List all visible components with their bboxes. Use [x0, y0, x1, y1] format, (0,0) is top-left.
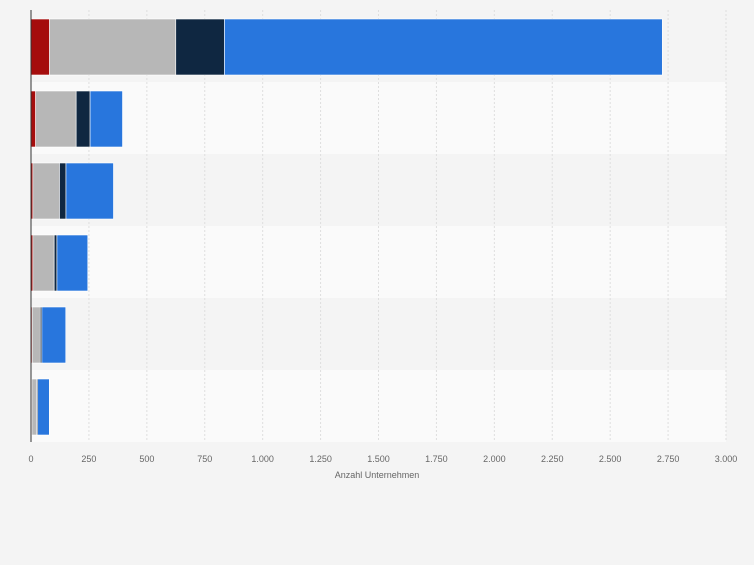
- x-tick-label: 500: [139, 454, 154, 464]
- x-tick-label: 750: [197, 454, 212, 464]
- bar-segment: [56, 234, 89, 292]
- bar-segment: [41, 306, 67, 364]
- bar-segment: [30, 18, 50, 76]
- x-tick-label: 2.750: [657, 454, 680, 464]
- x-tick-label: 1.750: [425, 454, 448, 464]
- x-axis-label: Anzahl Unternehmen: [335, 470, 420, 480]
- bar-segment: [89, 90, 123, 148]
- bar-segment: [53, 234, 58, 292]
- bar-segment: [32, 162, 60, 220]
- bar-segment: [59, 162, 67, 220]
- bar-segment: [32, 234, 55, 292]
- bar-segment: [31, 306, 41, 364]
- bars: [30, 18, 663, 436]
- bar-segment: [30, 90, 36, 148]
- x-tick-label: 1.500: [367, 454, 390, 464]
- bar-segment: [175, 18, 225, 76]
- bar-segment: [75, 90, 91, 148]
- x-tick-labels: 0 250 500 750 1.000 1.250 1.500 1.750 2.000 2.250…: [28, 454, 737, 464]
- x-tick-label: 2.500: [599, 454, 622, 464]
- x-tick-label: 1.250: [309, 454, 332, 464]
- x-tick-label: 2.250: [541, 454, 564, 464]
- x-tick-label: 1.000: [251, 454, 274, 464]
- x-tick-label: 250: [81, 454, 96, 464]
- bar-segment: [37, 378, 50, 436]
- bar-segment: [35, 90, 77, 148]
- bar-segment: [65, 162, 114, 220]
- bar-segment: [224, 18, 663, 76]
- x-tick-label: 3.000: [715, 454, 738, 464]
- bar-segment: [31, 378, 37, 436]
- x-tick-label: 0: [28, 454, 33, 464]
- x-tick-label: 2.000: [483, 454, 506, 464]
- bar-segment: [49, 18, 177, 76]
